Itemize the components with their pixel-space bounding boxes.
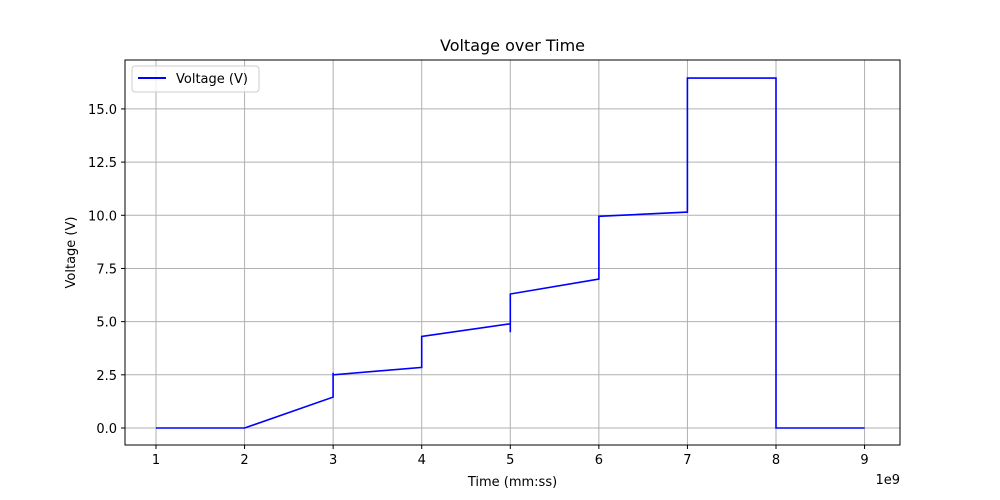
x-tick-label: 9 — [860, 453, 868, 468]
y-tick-label: 10.0 — [88, 209, 117, 224]
legend-box — [131, 65, 260, 93]
x-tick-label: 7 — [683, 453, 691, 468]
y-tick-label: 15.0 — [88, 103, 117, 118]
y-tick-label: 2.5 — [96, 369, 117, 384]
legend: Voltage (V) — [131, 65, 260, 93]
x-tick-label: 3 — [329, 453, 337, 468]
plot-frame — [124, 59, 901, 446]
chart-title: Voltage over Time — [440, 36, 585, 55]
x-tick-label: 4 — [418, 453, 426, 468]
x-tick-label: 6 — [595, 453, 603, 468]
x-tick-label: 1 — [152, 453, 160, 468]
y-tick-label: 7.5 — [96, 262, 117, 277]
y-tick-label: 0.0 — [96, 422, 117, 437]
voltage-series-line — [156, 77, 865, 429]
series-group — [156, 77, 865, 429]
y-axis-label: Voltage (V) — [64, 217, 79, 289]
x-tick-label: 8 — [772, 453, 780, 468]
x-axis-offset-label: 1e9 — [875, 473, 900, 488]
y-tick-label: 5.0 — [96, 316, 117, 331]
legend-label: Voltage (V) — [176, 72, 248, 87]
y-tick-label: 12.5 — [88, 156, 117, 171]
x-tick-label: 2 — [240, 453, 248, 468]
x-tick-label: 5 — [506, 453, 514, 468]
axis-ticks: 1 2 3 4 5 6 7 8 9 0.0 2.5 5.0 7.5 10.0 12.5 15.0 — [88, 103, 869, 468]
x-axis-label: Time (mm:ss) — [467, 475, 557, 490]
